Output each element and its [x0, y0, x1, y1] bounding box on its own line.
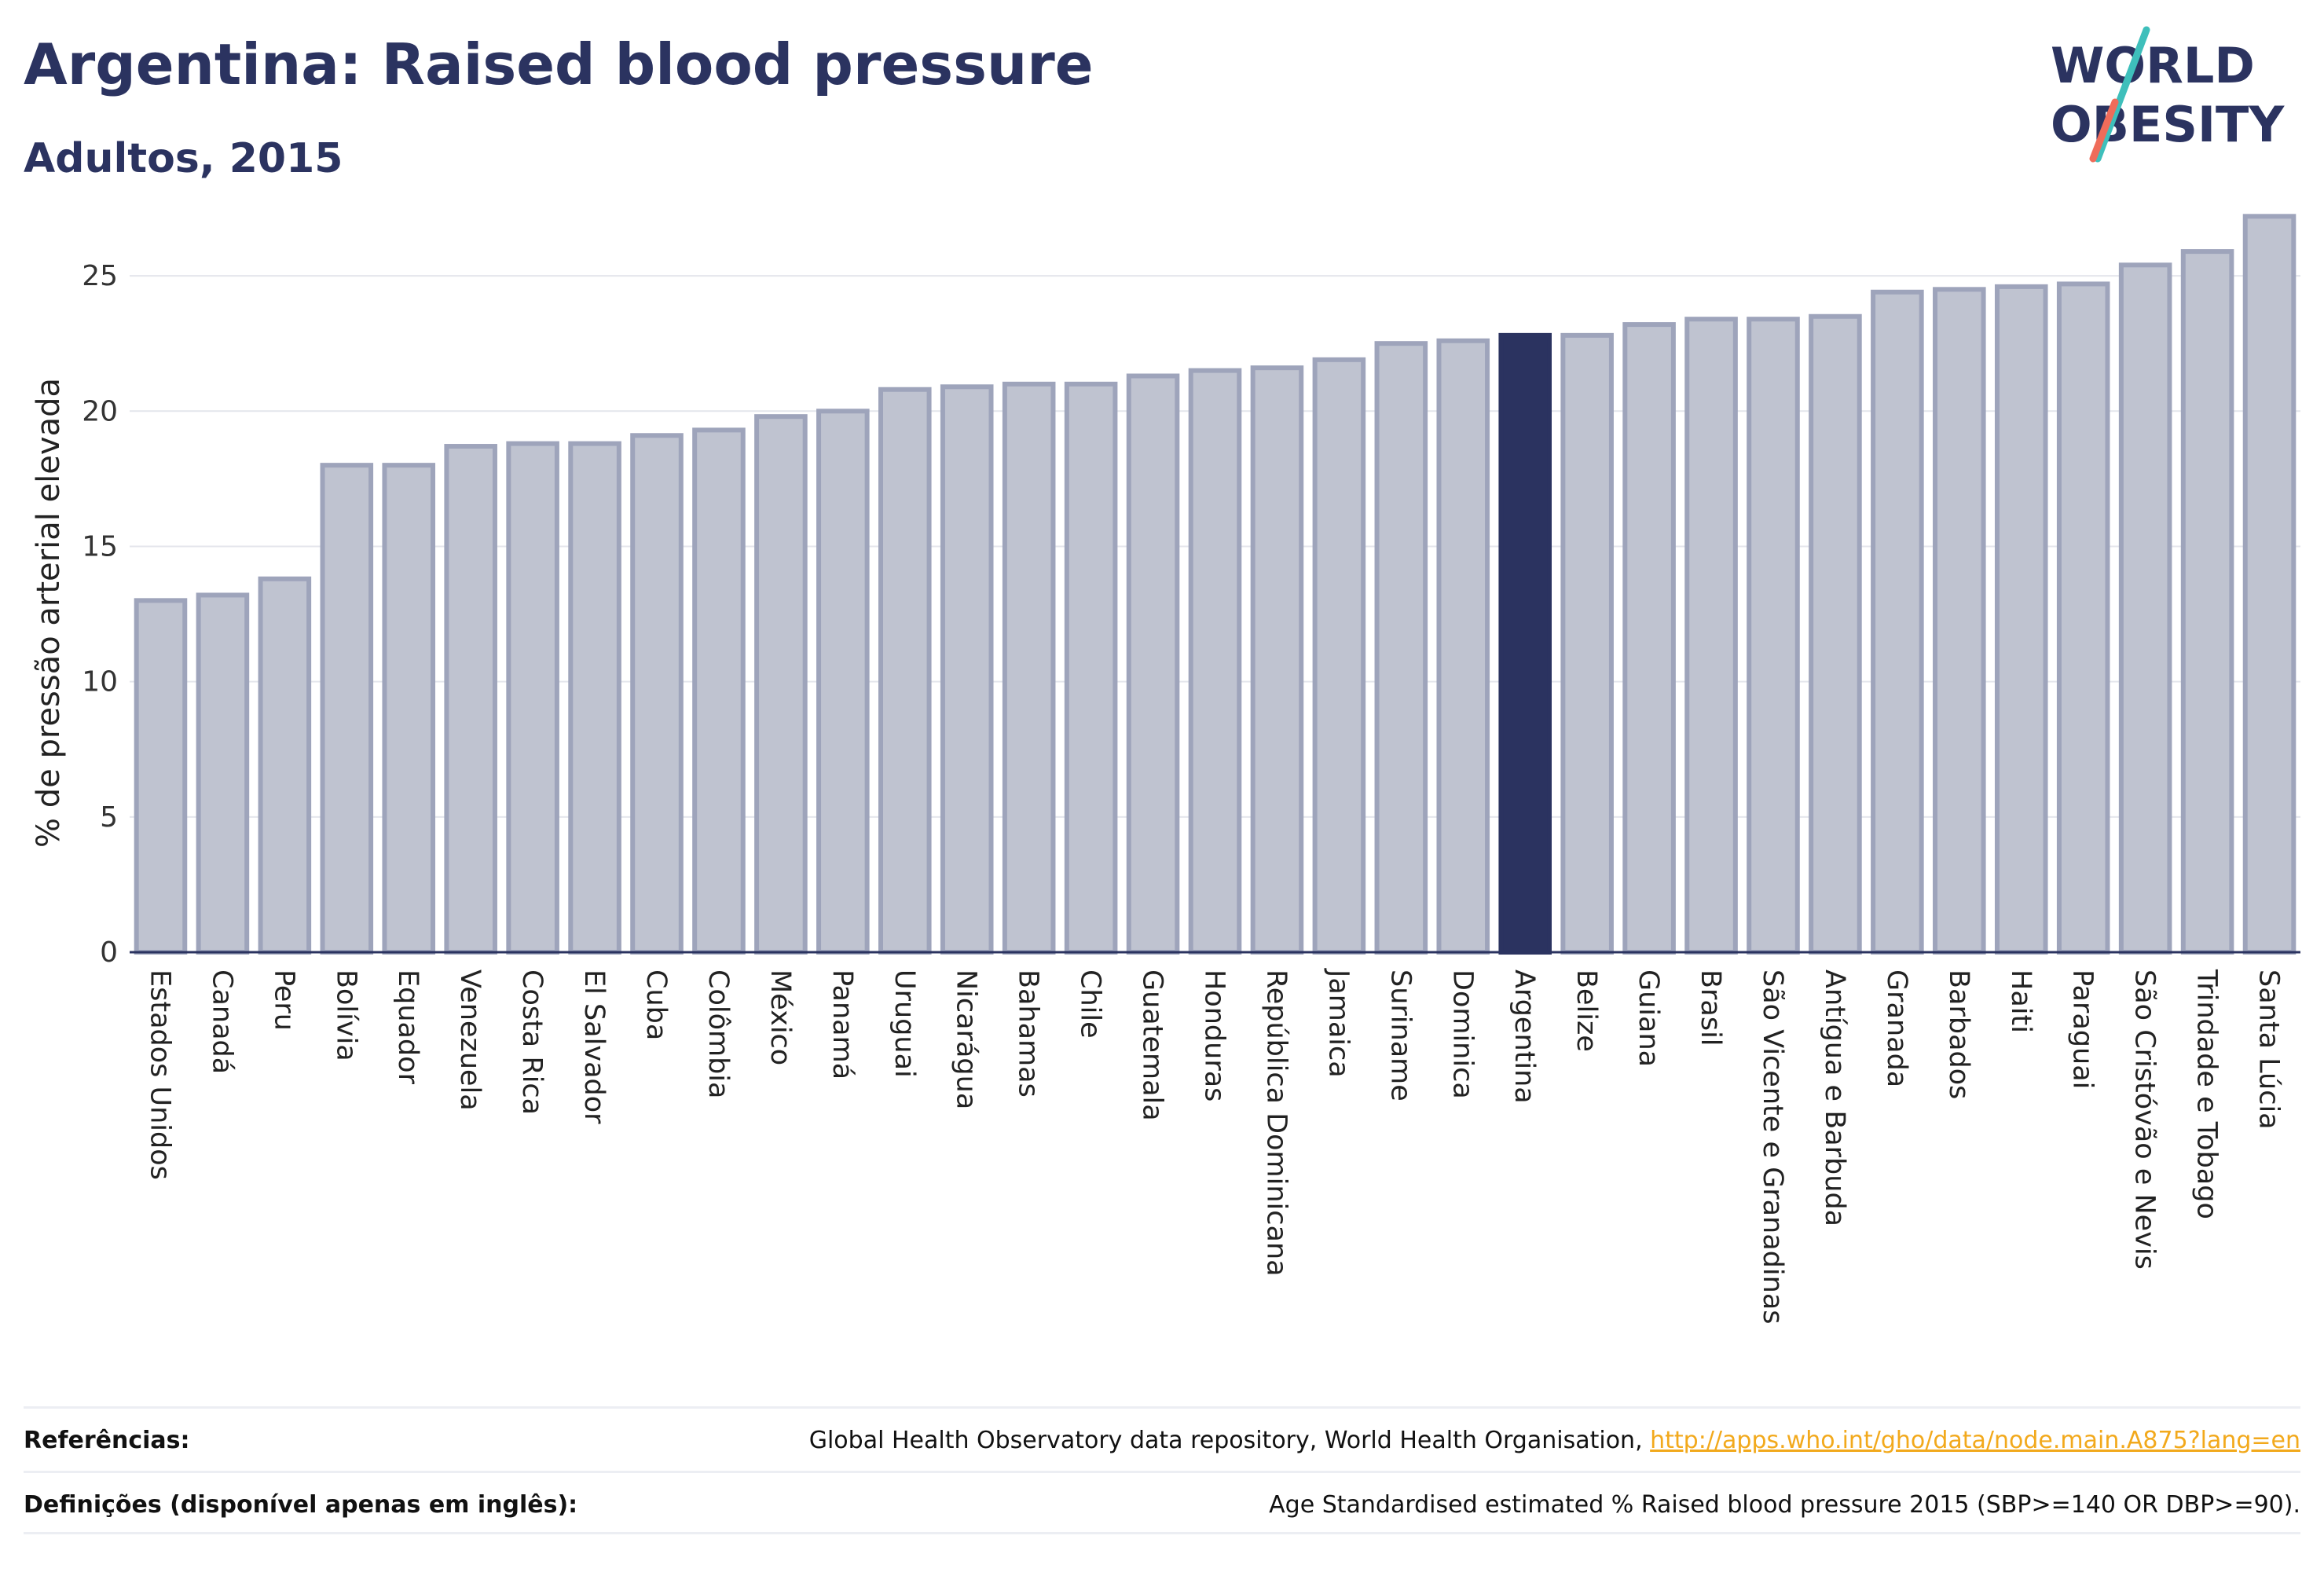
bar-guatemala[interactable] [1126, 373, 1180, 955]
footer-divider [24, 1532, 2300, 1534]
x-tick-label: Venezuela [454, 969, 486, 1111]
bar-argentina[interactable] [1498, 332, 1552, 955]
x-tick-label: São Vicente e Granadinas [1757, 969, 1788, 1325]
chart-subtitle: Adultos, 2015 [24, 135, 343, 182]
bar-santa-lucia[interactable] [2242, 214, 2297, 955]
x-tick-label: Canadá [206, 969, 237, 1074]
x-tick-label: Guatemala [1137, 969, 1168, 1121]
x-tick-label: Bahamas [1013, 969, 1044, 1098]
bar-guiana[interactable] [1622, 322, 1676, 955]
bar-canada[interactable] [196, 592, 250, 955]
y-tick-label: 25 [82, 260, 118, 292]
x-tick-label: Belize [1571, 969, 1602, 1052]
bar-estados-unidos[interactable] [134, 598, 188, 955]
y-tick-label: 0 [100, 936, 118, 969]
references-value: Global Health Observatory data repositor… [809, 1427, 2300, 1454]
bar-costa-rica[interactable] [506, 441, 559, 955]
bar-suriname[interactable] [1374, 341, 1428, 955]
x-tick-label: Brasil [1695, 969, 1726, 1046]
x-tick-label: Guiana [1633, 969, 1664, 1067]
x-tick-label: Costa Rica [516, 969, 548, 1115]
world-obesity-logo: WORLD OBESITY [2051, 26, 2285, 163]
x-tick-label: São Cristóvão e Nevis [2129, 969, 2161, 1270]
x-tick-label: Peru [268, 969, 299, 1031]
x-tick-label: Colômbia [702, 969, 734, 1098]
x-tick-label: Antígua e Barbuda [1819, 969, 1850, 1226]
bar-venezuela[interactable] [444, 444, 497, 955]
bar-nicaragua[interactable] [940, 384, 994, 955]
logo-text-obesity: OBESITY [2051, 96, 2285, 153]
bar-granada[interactable] [1871, 289, 1924, 955]
x-tick-label: Nicarágua [951, 969, 982, 1109]
bar-equador[interactable] [382, 463, 436, 955]
x-tick-label: Santa Lúcia [2253, 969, 2285, 1130]
x-tick-label: Panamá [827, 969, 858, 1079]
x-tick-label: México [764, 969, 796, 1065]
y-axis-label: % de pressão arterial elevada [31, 378, 67, 848]
bar-uruguai[interactable] [878, 387, 932, 955]
bar-el-salvador[interactable] [568, 441, 621, 955]
x-tick-label: Trindade e Tobago [2191, 969, 2223, 1219]
bar-mexico[interactable] [754, 414, 808, 955]
bar-cuba[interactable] [630, 433, 684, 955]
logo-text-world: WORLD [2051, 37, 2255, 94]
bar-jamaica[interactable] [1312, 357, 1366, 955]
x-tick-label: Equador [392, 969, 423, 1085]
bar-republica-dominicana[interactable] [1250, 365, 1304, 955]
references-text: Global Health Observatory data repositor… [808, 1426, 1651, 1454]
x-tick-label: República Dominicana [1260, 969, 1292, 1277]
bar-barbados[interactable] [1933, 287, 1986, 955]
y-tick-label: 5 [100, 801, 118, 834]
bars [134, 214, 2297, 955]
bar-paraguai[interactable] [2056, 281, 2110, 955]
y-tick-labels: 0 5 10 15 20 25 [82, 260, 118, 969]
bar-belize[interactable] [1560, 332, 1614, 955]
bar-brasil[interactable] [1684, 317, 1738, 955]
x-tick-label: Dominica [1446, 969, 1478, 1099]
bar-sao-vicente-e-granadinas[interactable] [1747, 317, 1800, 955]
y-tick-label: 15 [82, 530, 118, 563]
bar-antigua-e-barbuda[interactable] [1809, 313, 1862, 955]
bar-dominica[interactable] [1436, 338, 1490, 955]
x-tick-label: Granada [1881, 969, 1912, 1087]
chart-title: Argentina: Raised blood pressure [24, 31, 1094, 97]
x-tick-label: Honduras [1199, 969, 1230, 1101]
x-tick-label: Cuba [640, 969, 672, 1040]
definitions-text: Age Standardised estimated % Raised bloo… [1269, 1490, 2300, 1519]
definitions-row: Definições (disponível apenas em inglês)… [24, 1471, 2300, 1536]
bar-bolivia[interactable] [320, 463, 374, 955]
x-tick-label: Uruguai [889, 969, 920, 1078]
x-tick-label: Haiti [2005, 969, 2036, 1033]
references-label: Referências: [24, 1426, 190, 1454]
bar-honduras[interactable] [1188, 368, 1242, 955]
bar-colombia[interactable] [692, 427, 746, 955]
x-tick-label: El Salvador [578, 969, 610, 1124]
x-tick-label: Argentina [1508, 969, 1540, 1104]
bar-haiti[interactable] [1994, 284, 2048, 955]
x-tick-label: Jamaica [1322, 968, 1354, 1078]
bar-sao-cristovao-e-nevis[interactable] [2118, 262, 2172, 955]
x-tick-label: Paraguai [2067, 969, 2099, 1089]
logo-slash-coral [2089, 98, 2119, 163]
bar-chart: 0 5 10 15 20 25 Estados Unidos Canadá Peru Bolív… [31, 214, 2300, 1325]
bar-bahamas[interactable] [1002, 381, 1056, 955]
bar-trindade-e-tobago[interactable] [2180, 249, 2234, 955]
definitions-label: Definições (disponível apenas em inglês)… [24, 1490, 578, 1519]
bar-peru[interactable] [258, 576, 312, 955]
logo-slash-teal [2094, 26, 2150, 163]
y-tick-label: 20 [82, 395, 118, 427]
references-row: Referências: Global Health Observatory d… [24, 1406, 2300, 1472]
x-tick-label: Chile [1075, 969, 1106, 1039]
references-link[interactable]: http://apps.who.int/gho/data/node.main.A… [1650, 1426, 2300, 1454]
x-tick-label: Bolívia [330, 969, 361, 1061]
y-tick-label: 10 [82, 666, 118, 698]
x-tick-label: Estados Unidos [144, 969, 175, 1180]
bar-panama[interactable] [816, 409, 870, 955]
x-tick-label: Barbados [1943, 969, 1974, 1099]
category-labels: Estados Unidos Canadá Peru Bolívia Equador Ve… [144, 968, 2284, 1325]
bar-chile[interactable] [1064, 381, 1118, 955]
x-tick-label: Suriname [1384, 969, 1416, 1101]
